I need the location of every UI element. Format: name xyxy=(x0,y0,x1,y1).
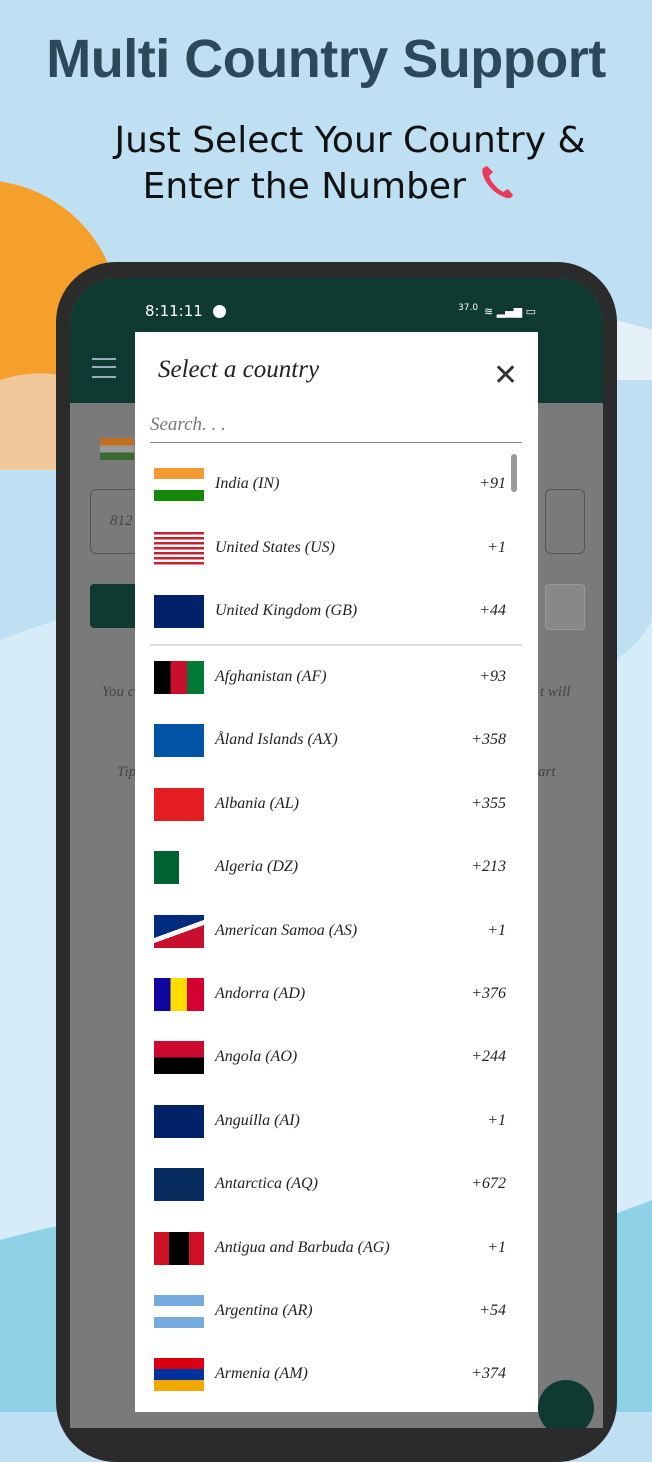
hint-text: art xyxy=(538,764,556,780)
subtitle-line: Enter the Number xyxy=(40,162,620,207)
flag xyxy=(154,787,204,821)
flag xyxy=(154,595,204,628)
dial-code: +1 xyxy=(487,921,506,939)
flag xyxy=(154,1041,204,1075)
country-name: Algeria (DZ) xyxy=(215,858,299,876)
country-row[interactable]: Algeria (DZ) +213 xyxy=(135,838,538,898)
status-icons: ≋ ▂▄▆ ▭ xyxy=(484,305,536,318)
country-row[interactable]: Anguilla (AI) +1 xyxy=(135,1092,538,1152)
country-name: Anguilla (AI) xyxy=(215,1111,300,1129)
dial-code: +1 xyxy=(487,1238,506,1256)
close-button[interactable]: ✕ xyxy=(493,358,519,393)
flag-hint xyxy=(100,438,134,460)
country-row[interactable]: Antarctica (AQ) +672 xyxy=(135,1155,538,1215)
dial-code: +91 xyxy=(479,475,506,492)
flag xyxy=(154,1104,204,1138)
flag xyxy=(154,1295,204,1328)
country-row[interactable]: Andorra (AD) +376 xyxy=(135,965,538,1025)
dial-code: +54 xyxy=(479,1302,506,1319)
scrollbar xyxy=(511,454,517,492)
flag xyxy=(154,468,204,501)
country-name: Antigua and Barbuda (AG) xyxy=(215,1238,390,1256)
dial-code: +244 xyxy=(471,1048,506,1066)
dial-code: +374 xyxy=(471,1365,506,1383)
fab[interactable] xyxy=(538,1380,594,1428)
dial-code: +358 xyxy=(471,731,506,749)
phone-icon xyxy=(482,166,514,199)
country-row[interactable]: Angola (AO) +244 xyxy=(135,1028,538,1088)
country-name: Albania (AL) xyxy=(215,794,299,812)
subtitle-line: Just Select Your Country & xyxy=(114,120,586,161)
status-time: 8:11:11 xyxy=(145,302,203,320)
country-name: American Samoa (AS) xyxy=(215,921,358,939)
divider xyxy=(150,644,522,646)
country-row[interactable]: Åland Islands (AX) +358 xyxy=(135,711,538,771)
button[interactable] xyxy=(545,584,585,630)
country-row[interactable]: Armenia (AM) +374 xyxy=(135,1345,538,1405)
hint-text: Tip xyxy=(117,764,137,780)
flag xyxy=(154,661,204,694)
flag xyxy=(154,978,204,1011)
country-name: Angola (AO) xyxy=(215,1048,298,1066)
country-row[interactable]: United States (US) +1 xyxy=(135,519,538,579)
flag xyxy=(154,531,204,565)
dial-code: +376 xyxy=(471,985,506,1002)
headline: Multi Country Support xyxy=(46,29,606,89)
menu-icon[interactable] xyxy=(92,358,116,378)
country-row[interactable]: Antigua and Barbuda (AG) +1 xyxy=(135,1219,538,1279)
country-row[interactable]: American Samoa (AS) +1 xyxy=(135,902,538,962)
flag xyxy=(154,851,204,885)
subtitle-text: Enter the Number xyxy=(142,166,466,207)
country-name: Åland Islands (AX) xyxy=(215,731,338,749)
search-input[interactable]: Search. . . xyxy=(150,414,522,443)
country-row[interactable]: India (IN) +91 xyxy=(135,455,538,515)
dial-code: +93 xyxy=(479,668,506,685)
page: {"header": {"title": "Multi Country Supp… xyxy=(0,29,652,1462)
dial-code: +44 xyxy=(479,602,506,619)
country-name: India (IN) xyxy=(215,475,280,492)
country-name: Antarctica (AQ) xyxy=(215,1175,318,1193)
button[interactable] xyxy=(90,584,140,628)
country-name: United Kingdom (GB) xyxy=(215,602,358,619)
dial-code: +1 xyxy=(487,1111,506,1129)
country-dialog: Select a country ✕ Search. . . India (IN… xyxy=(135,332,538,1412)
status-icon xyxy=(213,305,226,318)
hint-text: You c xyxy=(102,684,135,700)
country-name: United States (US) xyxy=(215,538,335,556)
flag xyxy=(154,1358,204,1392)
country-row[interactable]: Argentina (AR) +54 xyxy=(135,1282,538,1342)
country-name: Afghanistan (AF) xyxy=(215,668,327,685)
flag xyxy=(154,724,204,758)
country-row[interactable]: Afghanistan (AF) +93 xyxy=(135,648,538,708)
flag xyxy=(154,914,204,948)
country-row[interactable]: United Kingdom (GB) +44 xyxy=(135,582,538,642)
country-name: Armenia (AM) xyxy=(215,1365,308,1383)
dialog-title: Select a country xyxy=(158,356,320,383)
flag xyxy=(154,1168,204,1202)
dial-code: +672 xyxy=(471,1175,506,1193)
dial-code: +1 xyxy=(487,538,506,556)
hint-text: t will xyxy=(540,684,571,700)
country-row[interactable]: Albania (AL) +355 xyxy=(135,775,538,835)
input-hint: 812 xyxy=(110,513,133,529)
input-box xyxy=(545,489,585,554)
country-name: Andorra (AD) xyxy=(215,985,306,1002)
status-speed: 37.0 xyxy=(458,303,479,313)
dial-code: +355 xyxy=(471,794,506,812)
dial-code: +213 xyxy=(471,858,506,876)
flag xyxy=(154,1231,204,1265)
country-name: Argentina (AR) xyxy=(215,1302,313,1319)
